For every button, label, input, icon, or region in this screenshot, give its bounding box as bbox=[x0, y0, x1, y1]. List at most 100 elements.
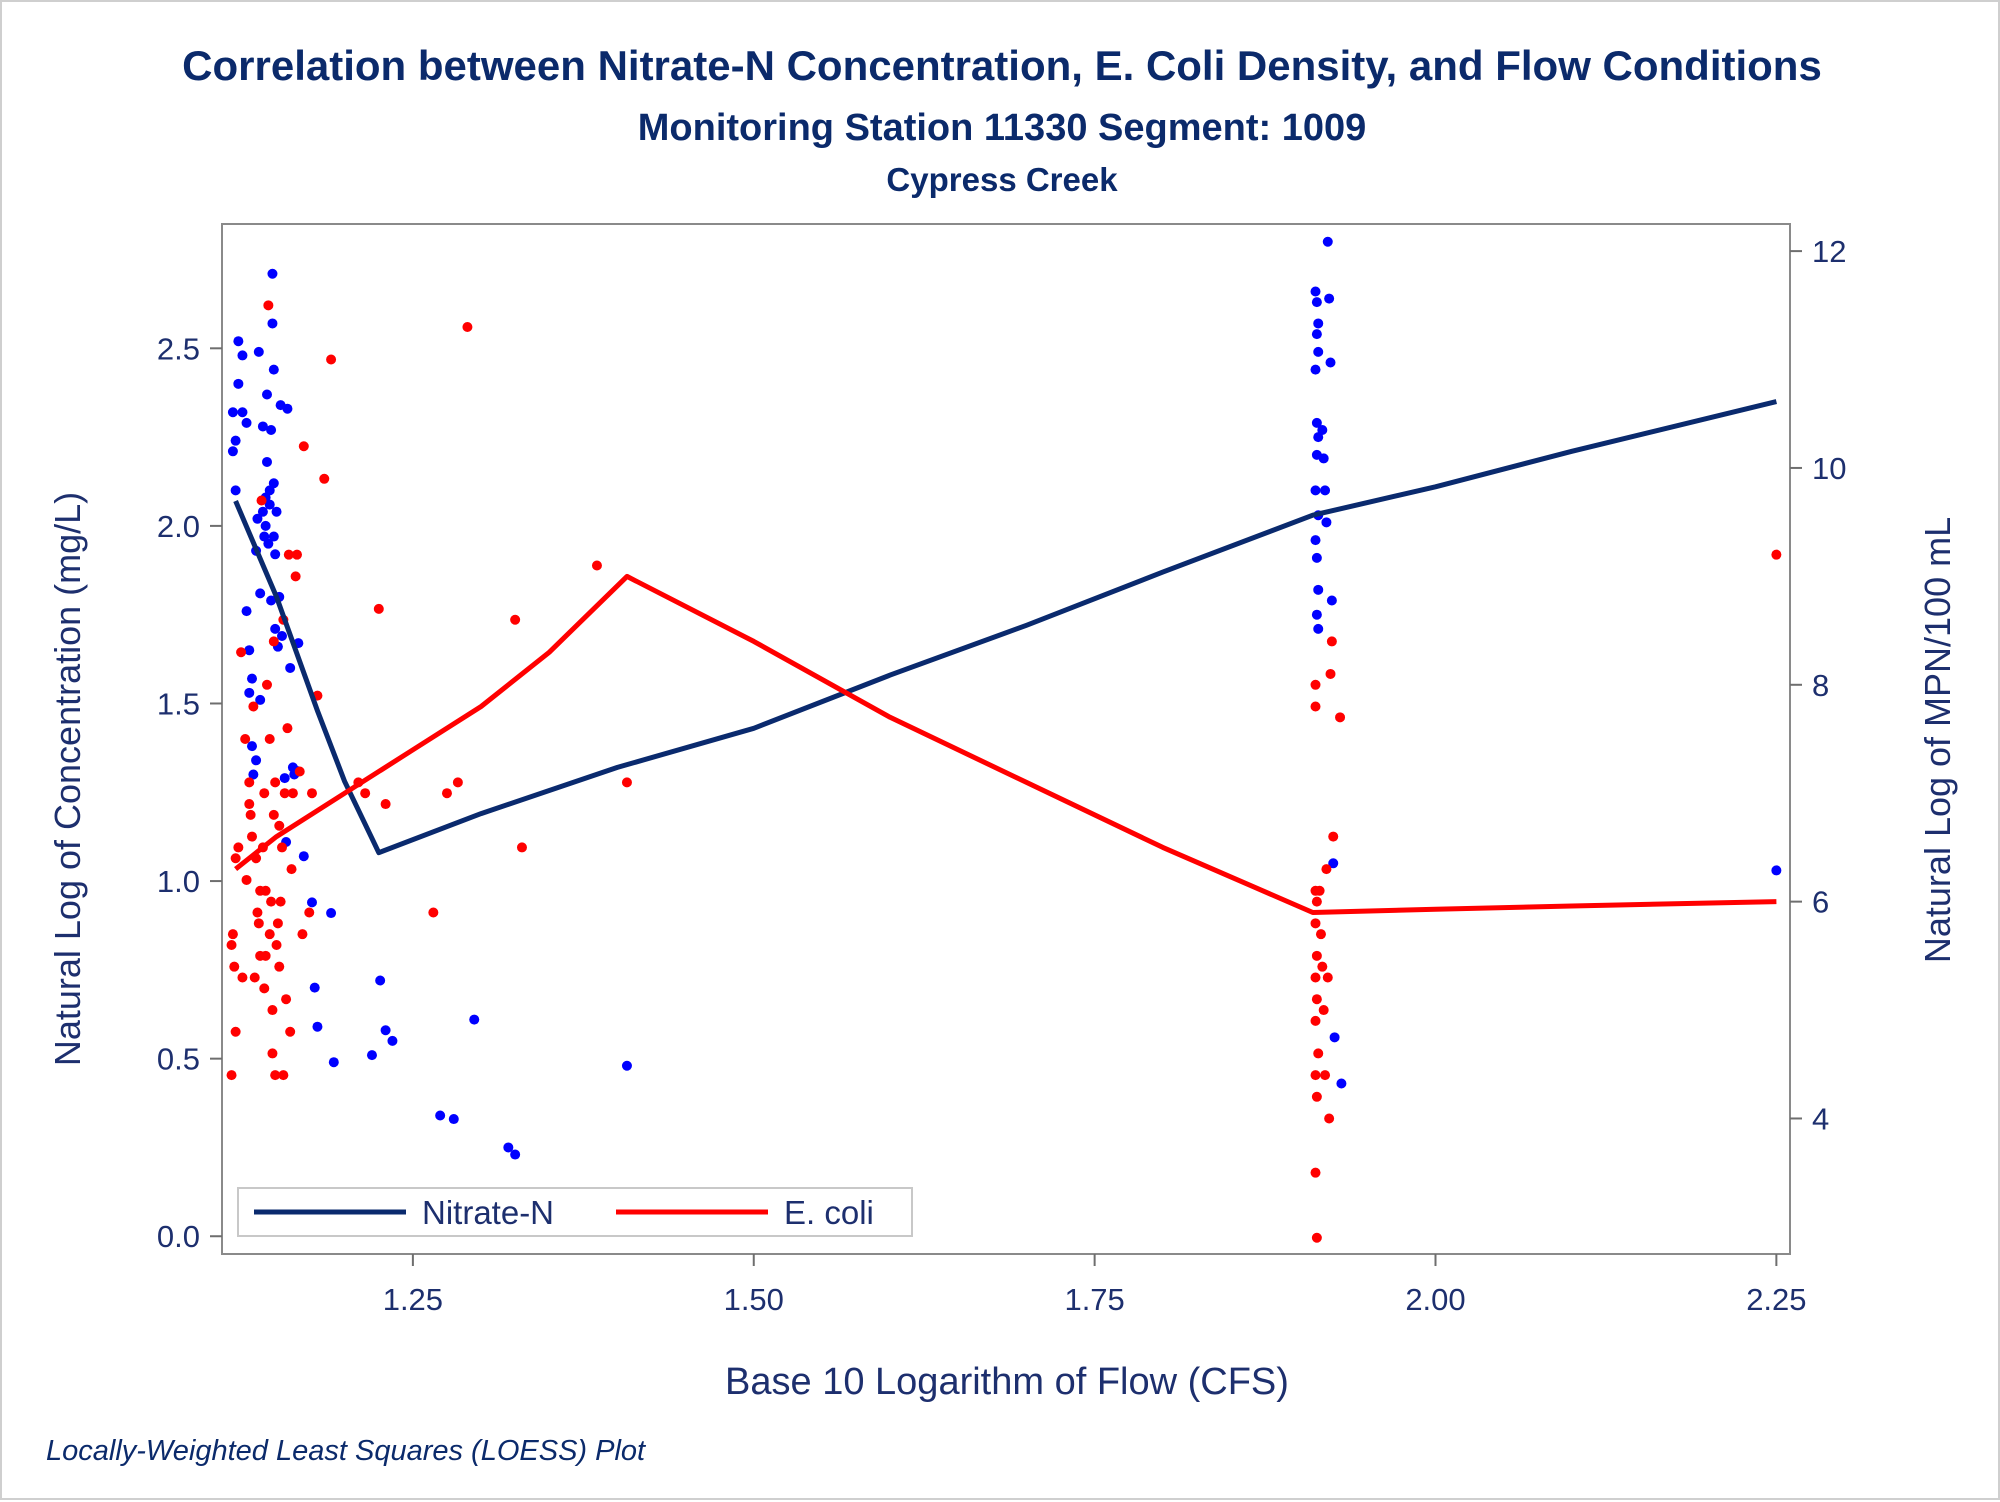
nitrate-n-point bbox=[257, 421, 268, 432]
y-axis-label: Natural Log of Concentration (mg/L) bbox=[47, 492, 88, 1066]
nitrate-n-point bbox=[1336, 1078, 1347, 1089]
e-coli-point bbox=[1310, 972, 1321, 983]
e-coli-point bbox=[428, 907, 439, 918]
nitrate-n-point bbox=[510, 1149, 521, 1160]
e-coli-point bbox=[226, 940, 237, 950]
nitrate-n-point bbox=[270, 549, 281, 560]
nitrate-n-point bbox=[246, 741, 257, 752]
nitrate-n-point bbox=[469, 1014, 480, 1025]
nitrate-n-point bbox=[1326, 595, 1337, 606]
nitrate-n-point bbox=[237, 350, 248, 361]
e-coli-point bbox=[260, 950, 271, 961]
nitrate-n-point bbox=[1313, 318, 1324, 329]
e-coli-point bbox=[275, 896, 286, 907]
nitrate-n-point bbox=[380, 1025, 391, 1036]
e-coli-point bbox=[290, 571, 301, 582]
nitrate-n-point bbox=[263, 538, 274, 549]
nitrate-n-point bbox=[1317, 425, 1328, 435]
nitrate-n-point bbox=[230, 435, 241, 446]
nitrate-n-point bbox=[1324, 293, 1335, 304]
e-coli-point bbox=[1310, 918, 1321, 929]
chart-title: Correlation between Nitrate-N Concentrat… bbox=[182, 42, 1822, 89]
e-coli-point bbox=[261, 679, 272, 690]
e-coli-point bbox=[260, 885, 271, 896]
nitrate-n-point bbox=[268, 478, 279, 489]
e-coli-point bbox=[510, 614, 521, 625]
nitrate-n-point bbox=[246, 673, 257, 684]
e-coli-point bbox=[270, 1070, 281, 1081]
nitrate-n-point bbox=[285, 662, 296, 673]
e-coli-point bbox=[253, 918, 264, 929]
e-coli-point bbox=[1326, 636, 1337, 647]
e-coli-point bbox=[1310, 701, 1321, 712]
nitrate-n-point bbox=[252, 513, 263, 524]
e-coli-point bbox=[1321, 864, 1332, 875]
nitrate-n-point bbox=[237, 407, 248, 418]
nitrate-n-point bbox=[1311, 297, 1322, 308]
nitrate-n-point bbox=[227, 407, 238, 418]
legend-label-nitrate-n: Nitrate-N bbox=[422, 1194, 554, 1231]
e-coli-point bbox=[240, 734, 251, 744]
nitrate-n-point bbox=[375, 975, 386, 986]
e-coli-point bbox=[326, 354, 337, 365]
legend-label-e-coli: E. coli bbox=[784, 1194, 874, 1231]
y2-tick-label: 8 bbox=[1812, 668, 1829, 703]
nitrate-n-point bbox=[1313, 623, 1324, 634]
e-coli-point bbox=[1310, 1070, 1321, 1081]
nitrate-n-point bbox=[387, 1035, 398, 1046]
nitrate-n-loess-line bbox=[233, 399, 1777, 856]
nitrate-n-point bbox=[233, 336, 244, 347]
e-coli-point bbox=[230, 1026, 241, 1037]
e-coli-point bbox=[244, 777, 255, 788]
chart-subtitle: Monitoring Station 11330 Segment: 1009 bbox=[638, 107, 1367, 149]
y-tick-label: 1.0 bbox=[157, 864, 200, 899]
nitrate-n-point bbox=[1771, 865, 1782, 876]
nitrate-n-point bbox=[1311, 609, 1322, 620]
nitrate-n-point bbox=[306, 897, 317, 908]
e-coli-point bbox=[452, 777, 463, 788]
e-coli-loess-line bbox=[234, 573, 1777, 915]
nitrate-n-point bbox=[261, 456, 272, 467]
e-coli-point bbox=[263, 300, 274, 311]
e-coli-point bbox=[297, 929, 308, 940]
nitrate-n-point bbox=[270, 623, 281, 634]
e-coli-point bbox=[1310, 1167, 1321, 1178]
e-coli-point bbox=[1320, 1070, 1331, 1081]
nitrate-n-point bbox=[309, 982, 320, 993]
e-coli-point bbox=[1311, 896, 1322, 907]
e-coli-point bbox=[1313, 1048, 1324, 1059]
nitrate-n-point bbox=[276, 631, 287, 641]
e-coli-point bbox=[270, 777, 281, 788]
e-coli-point bbox=[441, 788, 452, 799]
e-coli-point bbox=[1335, 712, 1346, 723]
nitrate-n-point bbox=[1311, 552, 1322, 563]
nitrate-n-point bbox=[282, 403, 293, 414]
nitrate-n-point bbox=[1310, 286, 1321, 297]
nitrate-n-point bbox=[1320, 485, 1331, 496]
plot-area-frame bbox=[221, 223, 1791, 1255]
e-coli-point bbox=[278, 1070, 289, 1081]
e-coli-point bbox=[304, 907, 315, 918]
e-coli-point bbox=[241, 874, 252, 885]
e-coli-point bbox=[268, 636, 279, 647]
nitrate-n-point bbox=[621, 1060, 632, 1071]
e-coli-point bbox=[373, 603, 384, 614]
e-coli-point bbox=[249, 972, 260, 983]
e-coli-point bbox=[268, 809, 279, 820]
e-coli-point bbox=[248, 701, 259, 712]
e-coli-point bbox=[274, 820, 285, 831]
e-coli-point bbox=[516, 842, 527, 853]
nitrate-n-point bbox=[253, 346, 264, 357]
e-coli-point bbox=[1318, 1005, 1329, 1016]
nitrate-n-point bbox=[1310, 485, 1321, 496]
nitrate-n-point bbox=[244, 687, 255, 698]
e-coli-point bbox=[1317, 961, 1328, 972]
e-coli-point bbox=[252, 907, 263, 918]
e-coli-point bbox=[264, 734, 275, 744]
y-tick-label: 2.5 bbox=[157, 331, 200, 366]
nitrate-n-point bbox=[257, 506, 268, 517]
e-coli-point bbox=[283, 549, 294, 560]
e-coli-point bbox=[256, 495, 267, 506]
